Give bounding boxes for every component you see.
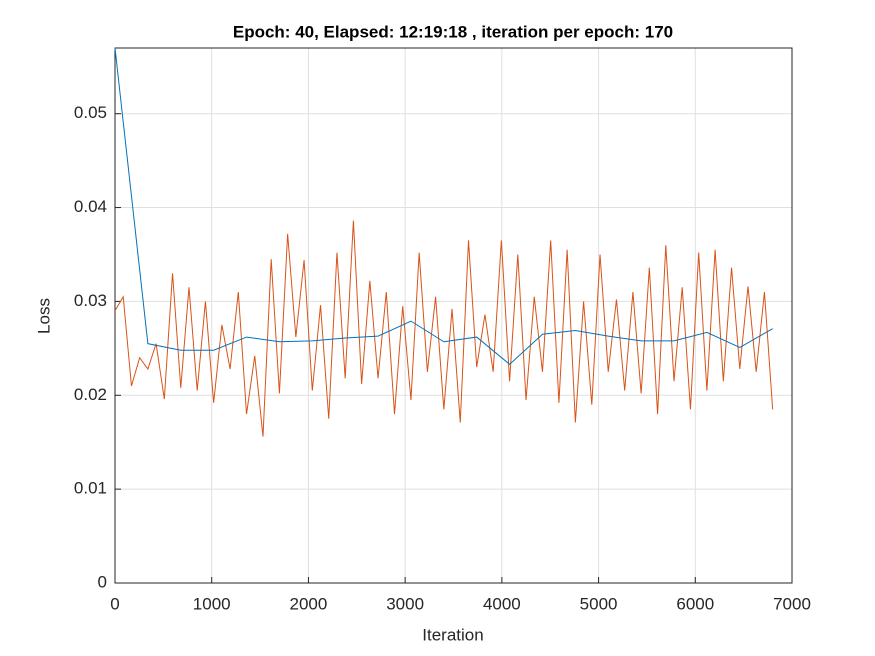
x-tick-label: 3000 <box>386 594 424 613</box>
x-tick-label: 2000 <box>290 594 328 613</box>
x-tick-label: 5000 <box>580 594 618 613</box>
y-tick-label: 0 <box>98 572 107 591</box>
y-axis-label: Loss <box>34 298 53 334</box>
line-series <box>114 220 774 437</box>
x-axis-label: Iteration <box>422 625 483 644</box>
x-tick-label: 4000 <box>483 594 521 613</box>
x-tick-label: 1000 <box>193 594 231 613</box>
y-tick-label: 0.04 <box>74 197 107 216</box>
axes-box <box>114 47 793 584</box>
x-tick-label: 6000 <box>676 594 714 613</box>
chart-title: Epoch: 40, Elapsed: 12:19:18 , iteration… <box>233 22 673 41</box>
y-tick-label: 0.05 <box>74 103 107 122</box>
x-tick-label: 0 <box>110 594 119 613</box>
line-series <box>114 47 773 365</box>
y-tick-label: 0.03 <box>74 291 107 310</box>
x-tick-label: 7000 <box>773 594 811 613</box>
y-tick-label: 0.02 <box>74 385 107 404</box>
y-tick-label: 0.01 <box>74 479 107 498</box>
